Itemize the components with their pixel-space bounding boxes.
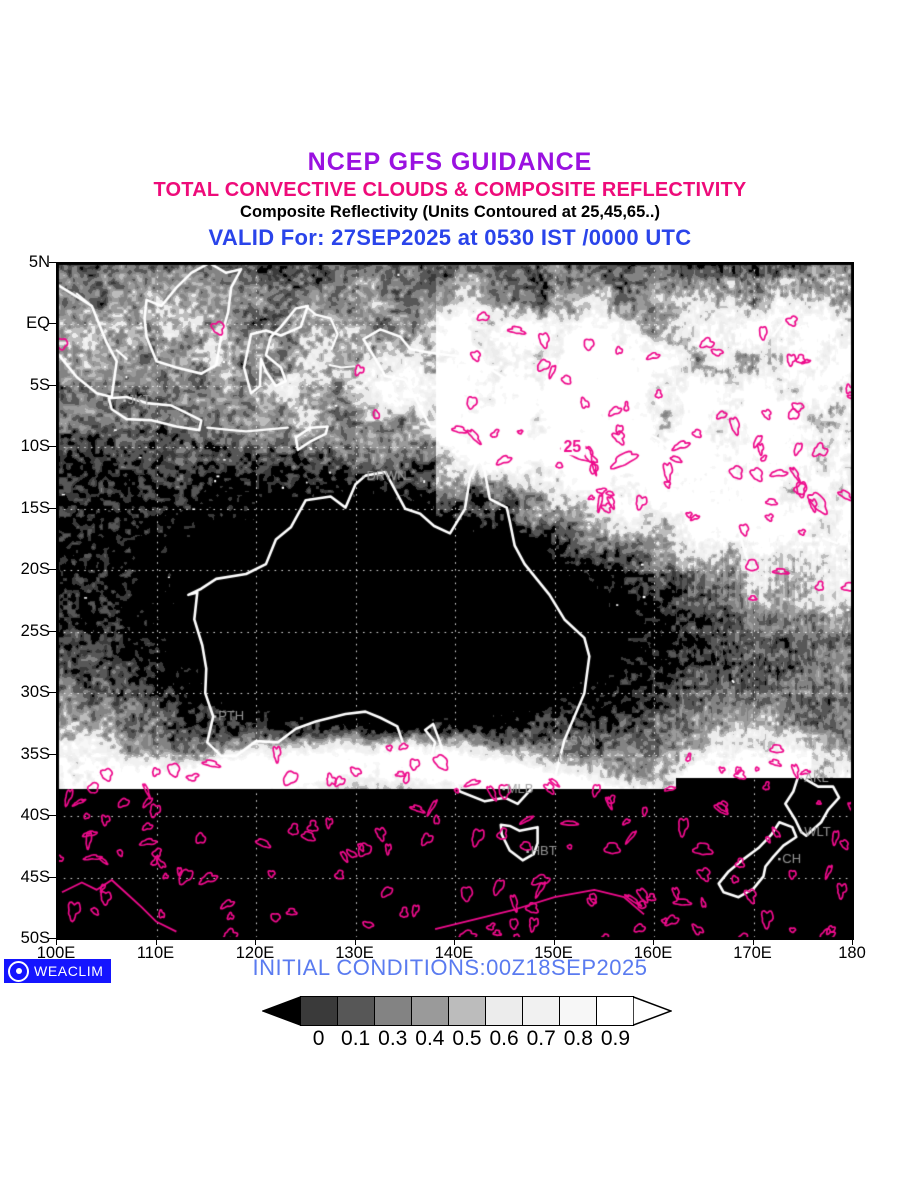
colorbar-cell [375,997,412,1025]
lat-tick-label: 15S [20,498,50,517]
lat-tick-mark [49,446,56,448]
colorbar-tick-label: 0.4 [415,1027,445,1050]
weaclim-logo-badge: WEACLIM [4,959,111,983]
colorbar-tick-label: 0.8 [563,1027,593,1050]
chart-title-block: NCEP GFS GUIDANCE TOTAL CONVECTIVE CLOUD… [0,148,900,251]
lat-tick-label: 25S [20,621,50,640]
lat-tick-mark [49,262,56,263]
colorbar-cell [523,997,560,1025]
lat-tick-label: 20S [20,560,50,579]
lat-tick-mark [49,630,56,632]
weather-map-canvas [57,263,853,939]
colorbar-cells [300,996,634,1026]
colorbar-tick-label: 0.7 [526,1027,556,1050]
lat-tick-mark [49,323,56,325]
valid-time-label: VALID For: 27SEP2025 at 0530 IST /0000 U… [208,225,692,250]
colorbar-tick-label: 0.6 [489,1027,519,1050]
weaclim-label: WEACLIM [34,963,104,979]
colorbar-cell [560,997,597,1025]
lat-tick-label: 40S [20,806,50,825]
map-plot-area [56,262,854,940]
lat-tick-mark [49,876,56,878]
lat-tick-label: 5N [28,253,50,271]
lat-tick-label: 35S [20,744,50,763]
page-title: NCEP GFS GUIDANCE [307,148,593,176]
lat-tick-label: EQ [26,314,50,333]
colorbar-tick-label: 0.9 [600,1027,631,1050]
colorbar-cell [486,997,523,1025]
lat-tick-mark [49,815,56,817]
lat-tick-label: 30S [20,683,50,702]
lat-tick-label: 10S [20,437,50,456]
chart-subtitle-2: Composite Reflectivity (Units Contoured … [240,203,660,221]
lat-tick-label: 45S [20,867,50,886]
colorbar-tick-labels: 0 0.1 0.3 0.4 0.5 0.6 0.7 0.8 0.9 [262,1027,672,1053]
lat-tick-label: 50S [20,929,50,947]
colorbar-tick-label: 0.3 [378,1027,408,1050]
lat-tick-mark [49,507,56,509]
colorbar-extend-high-arrow [633,996,672,1026]
colorbar-cell [597,997,633,1025]
lat-tick-mark [49,384,56,386]
colorbar-tick-label: 0.1 [341,1027,371,1050]
lat-tick-label: 5S [29,375,50,394]
copyright-circle-icon [8,960,29,982]
initial-conditions-label: INITIAL CONDITIONS:00Z18SEP2025 [252,955,648,980]
colorbar-cell [301,997,338,1025]
colorbar-cell [412,997,449,1025]
colorbar-cell [338,997,375,1025]
lat-tick-mark [49,753,56,755]
colorbar-tick-label: 0 [312,1027,325,1050]
colorbar [262,996,672,1026]
lat-tick-mark [49,692,56,694]
chart-subtitle-1: TOTAL CONVECTIVE CLOUDS & COMPOSITE REFL… [153,179,747,201]
lat-tick-mark [49,938,56,939]
colorbar-extend-low-arrow [262,996,301,1026]
colorbar-cell [449,997,486,1025]
colorbar-tick-label: 0.5 [452,1027,482,1050]
lat-tick-mark [49,569,56,571]
